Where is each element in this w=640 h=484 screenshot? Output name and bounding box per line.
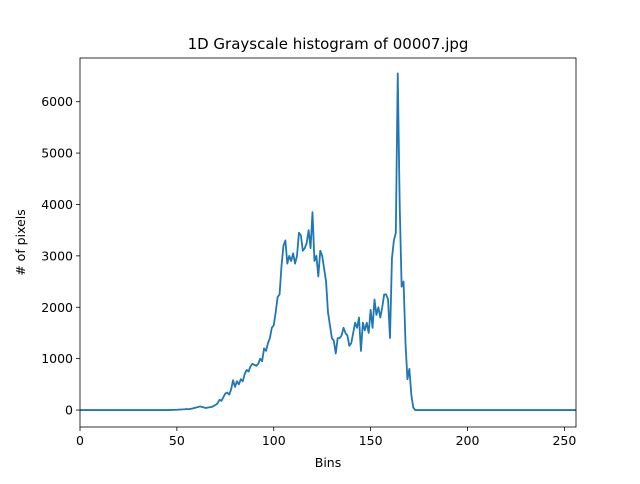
y-tick-label: 6000	[41, 94, 73, 109]
y-tick-label: 5000	[41, 146, 73, 161]
x-axis-label: Bins	[315, 455, 341, 470]
y-tick-label: 1000	[41, 351, 73, 366]
y-tick-label: 3000	[41, 248, 73, 263]
x-tick-label: 250	[552, 433, 576, 448]
plot-area	[80, 72, 576, 411]
plot-frame	[79, 57, 577, 428]
x-tick-label: 100	[262, 433, 286, 448]
x-tick-label: 200	[456, 433, 480, 448]
x-tick-label: 150	[359, 433, 383, 448]
x-tick-label: 50	[169, 433, 185, 448]
series-line-0	[80, 72, 576, 411]
y-tick-label: 0	[65, 403, 73, 418]
y-tick-label: 2000	[41, 300, 73, 315]
x-tick-label: 0	[76, 433, 84, 448]
y-axis: 0 1000 2000 3000 4000 5000 6000	[41, 94, 80, 418]
x-axis: 0 50 100 150 200 250	[76, 427, 576, 448]
y-tick-label: 4000	[41, 197, 73, 212]
chart-title: 1D Grayscale histogram of 00007.jpg	[188, 35, 469, 53]
y-axis-label: # of pixels	[13, 209, 28, 276]
